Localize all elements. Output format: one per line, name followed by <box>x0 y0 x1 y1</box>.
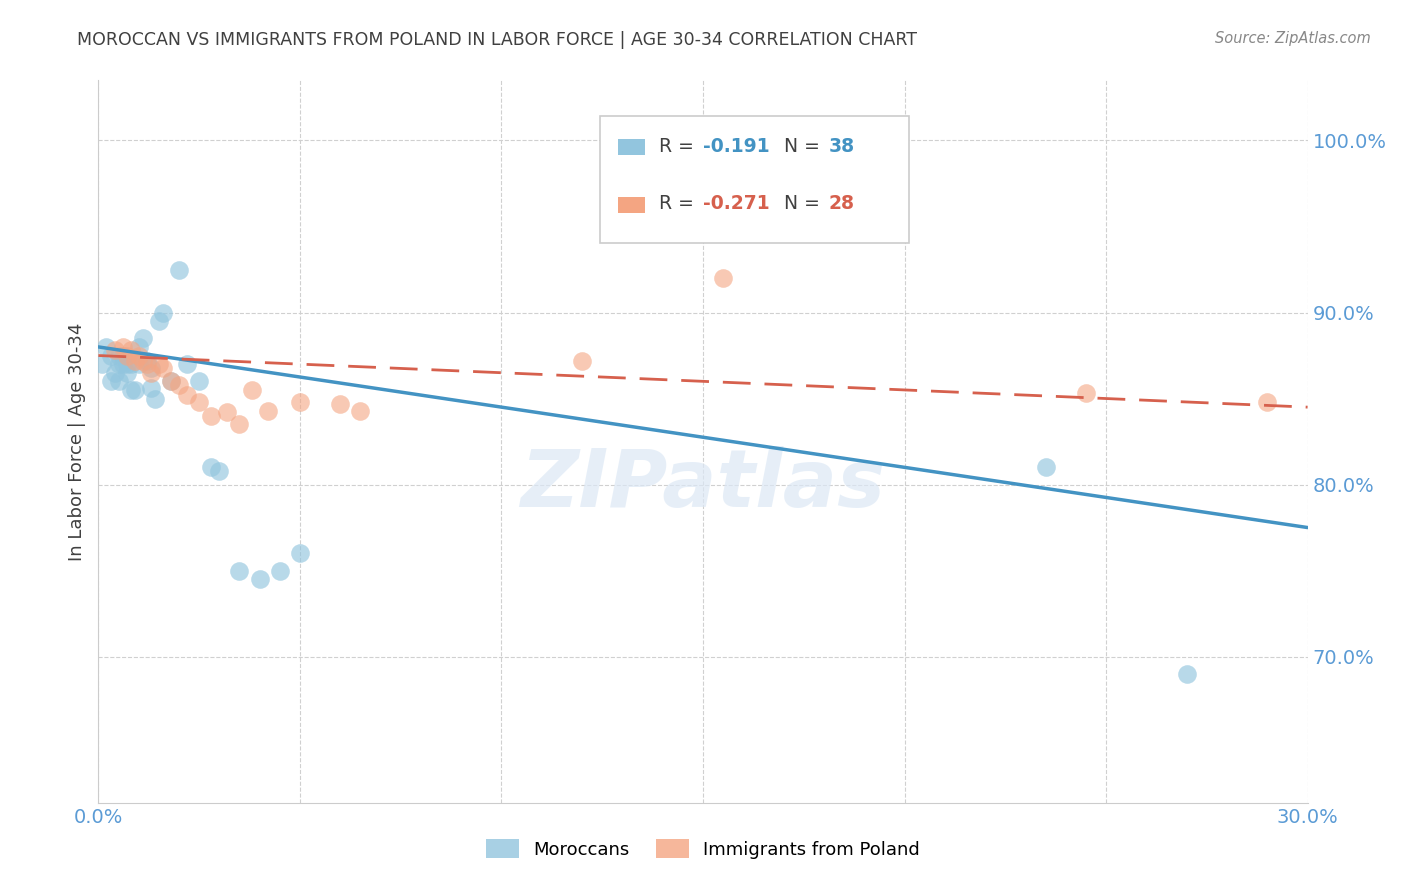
Point <box>167 377 190 392</box>
Point <box>188 395 211 409</box>
Y-axis label: In Labor Force | Age 30-34: In Labor Force | Age 30-34 <box>67 322 86 561</box>
Point <box>208 464 231 478</box>
Text: R =: R = <box>659 136 700 155</box>
Point <box>100 349 122 363</box>
Point <box>124 383 146 397</box>
Legend: Moroccans, Immigrants from Poland: Moroccans, Immigrants from Poland <box>479 832 927 866</box>
Point <box>120 343 142 358</box>
Point <box>176 357 198 371</box>
Point <box>631 133 654 147</box>
Point <box>139 381 162 395</box>
Point <box>571 353 593 368</box>
Point <box>167 262 190 277</box>
Point <box>107 357 129 371</box>
Point <box>148 357 170 371</box>
Point <box>240 383 263 397</box>
Point <box>160 375 183 389</box>
Point <box>132 331 155 345</box>
Text: 38: 38 <box>828 136 855 155</box>
Point <box>96 340 118 354</box>
FancyBboxPatch shape <box>600 117 908 243</box>
Point <box>128 349 150 363</box>
Point <box>107 375 129 389</box>
Point <box>135 353 157 368</box>
Text: R =: R = <box>659 194 700 213</box>
Text: Source: ZipAtlas.com: Source: ZipAtlas.com <box>1215 31 1371 46</box>
Point <box>103 343 125 358</box>
Point <box>139 360 162 375</box>
Point <box>269 564 291 578</box>
Point <box>115 357 138 371</box>
Point <box>752 211 775 225</box>
Point <box>111 340 134 354</box>
Text: N =: N = <box>785 136 825 155</box>
Point <box>139 366 162 380</box>
Point <box>228 417 250 432</box>
Text: N =: N = <box>785 194 825 213</box>
Bar <box>619 196 645 212</box>
Point <box>160 375 183 389</box>
Point <box>1256 395 1278 409</box>
Point <box>1175 666 1198 681</box>
Point <box>228 564 250 578</box>
Point <box>217 405 239 419</box>
Point <box>111 349 134 363</box>
Point <box>200 409 222 423</box>
Point <box>329 397 352 411</box>
Bar <box>619 139 645 154</box>
Point <box>107 349 129 363</box>
Point <box>152 360 174 375</box>
Point <box>349 403 371 417</box>
Text: ZIPatlas: ZIPatlas <box>520 446 886 524</box>
Point <box>103 366 125 380</box>
Point <box>1074 386 1097 401</box>
Text: MOROCCAN VS IMMIGRANTS FROM POLAND IN LABOR FORCE | AGE 30-34 CORRELATION CHART: MOROCCAN VS IMMIGRANTS FROM POLAND IN LA… <box>77 31 917 49</box>
Text: -0.271: -0.271 <box>703 194 769 213</box>
Point <box>200 460 222 475</box>
Point <box>249 572 271 586</box>
Point <box>711 271 734 285</box>
Point <box>120 383 142 397</box>
Point <box>100 375 122 389</box>
Point <box>176 388 198 402</box>
Point <box>132 353 155 368</box>
Point <box>288 395 311 409</box>
Point <box>128 340 150 354</box>
Point <box>124 353 146 368</box>
Point <box>152 305 174 319</box>
Point <box>115 366 138 380</box>
Text: -0.191: -0.191 <box>703 136 769 155</box>
Point <box>128 357 150 371</box>
Point <box>143 392 166 406</box>
Point <box>115 349 138 363</box>
Point <box>288 546 311 560</box>
Point <box>135 357 157 371</box>
Text: 28: 28 <box>828 194 855 213</box>
Point <box>188 375 211 389</box>
Point <box>148 314 170 328</box>
Point <box>91 357 114 371</box>
Point <box>120 357 142 371</box>
Point <box>111 357 134 371</box>
Point <box>1035 460 1057 475</box>
Point <box>256 403 278 417</box>
